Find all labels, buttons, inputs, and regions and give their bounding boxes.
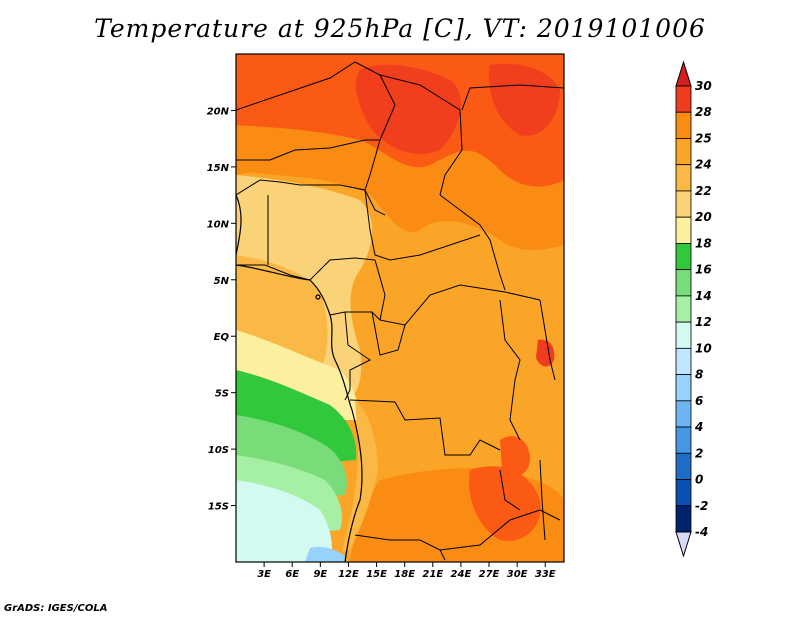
colorbar-bottom-arrow xyxy=(675,531,692,558)
lon-tick-label: 6E xyxy=(285,569,299,580)
colorbar-segment xyxy=(675,85,692,113)
map-frame xyxy=(235,53,565,563)
colorbar-label: 10 xyxy=(695,341,712,355)
colorbar-segment xyxy=(675,295,692,323)
footer-credit: GrADS: IGES/COLA xyxy=(4,603,108,614)
colorbar-label: -4 xyxy=(695,525,708,539)
lat-tick-label: 5S xyxy=(215,389,229,400)
colorbar-label: -2 xyxy=(695,499,708,513)
lat-tick-label: 15N xyxy=(207,163,230,174)
colorbar-segment xyxy=(675,400,692,428)
lon-tick-label: 27E xyxy=(479,569,500,580)
colorbar-label: 18 xyxy=(695,236,712,250)
latitude-axis: 20N 15N 10N 5N EQ 5S 10S 15S xyxy=(207,106,236,513)
lon-tick-label: 3E xyxy=(257,569,271,580)
colorbar-segment xyxy=(675,374,692,402)
colorbar-segment xyxy=(675,269,692,297)
colorbar-segment xyxy=(675,190,692,218)
lon-tick-label: 15E xyxy=(366,569,387,580)
colorbar-label: 14 xyxy=(695,289,712,303)
lat-tick-label: 5N xyxy=(214,276,230,287)
colorbar-segment xyxy=(675,479,692,507)
colorbar-label: 30 xyxy=(695,79,712,93)
lat-tick-label: 20N xyxy=(207,106,230,117)
lon-tick-label: 30E xyxy=(507,569,528,580)
colorbar-segment xyxy=(675,347,692,375)
coastline xyxy=(236,194,363,562)
colorbar-top-arrow xyxy=(675,60,692,87)
lon-tick-label: 18E xyxy=(394,569,415,580)
colorbar-label: 4 xyxy=(694,420,703,434)
chart-title: Temperature at 925hPa [C], VT: 201910100… xyxy=(94,14,706,43)
colorbar-label: 0 xyxy=(695,473,703,487)
colorbar-segment xyxy=(675,426,692,454)
colorbar-label: 20 xyxy=(695,210,712,224)
colorbar-segment xyxy=(675,321,692,349)
lat-tick-label: 10S xyxy=(208,445,229,456)
country-boundaries xyxy=(236,61,564,561)
colorbar-segment xyxy=(675,452,692,480)
colorbar-segment xyxy=(675,111,692,139)
colorbar-label: 16 xyxy=(695,263,712,277)
lat-tick-label: 10N xyxy=(207,219,230,230)
colorbar-segment xyxy=(675,164,692,192)
colorbar-segment xyxy=(675,138,692,166)
lon-tick-label: 9E xyxy=(313,569,327,580)
colorbar-segment xyxy=(675,505,692,533)
temperature-field xyxy=(236,54,564,562)
lon-tick-label: 12E xyxy=(338,569,359,580)
lon-tick-label: 24E xyxy=(451,569,472,580)
colorbar-segment xyxy=(675,216,692,244)
lon-tick-label: 33E xyxy=(535,569,556,580)
colorbar-label: 25 xyxy=(695,131,712,145)
longitude-axis: 3E 6E 9E 12E 15E 18E 21E 24E 27E 30E 33E xyxy=(257,562,556,580)
colorbar-label: 24 xyxy=(695,158,712,172)
colorbar-segment xyxy=(675,243,692,271)
colorbar-label: 22 xyxy=(695,184,712,198)
colorbar-label: 28 xyxy=(695,105,712,119)
colorbar-label: 12 xyxy=(695,315,712,329)
colorbar-label: 8 xyxy=(695,368,703,382)
colorbar-label: 2 xyxy=(695,446,703,460)
lat-tick-label: 15S xyxy=(208,502,229,513)
lat-tick-label: EQ xyxy=(214,332,230,343)
colorbar-label: 6 xyxy=(695,394,703,408)
lon-tick-label: 21E xyxy=(422,569,443,580)
